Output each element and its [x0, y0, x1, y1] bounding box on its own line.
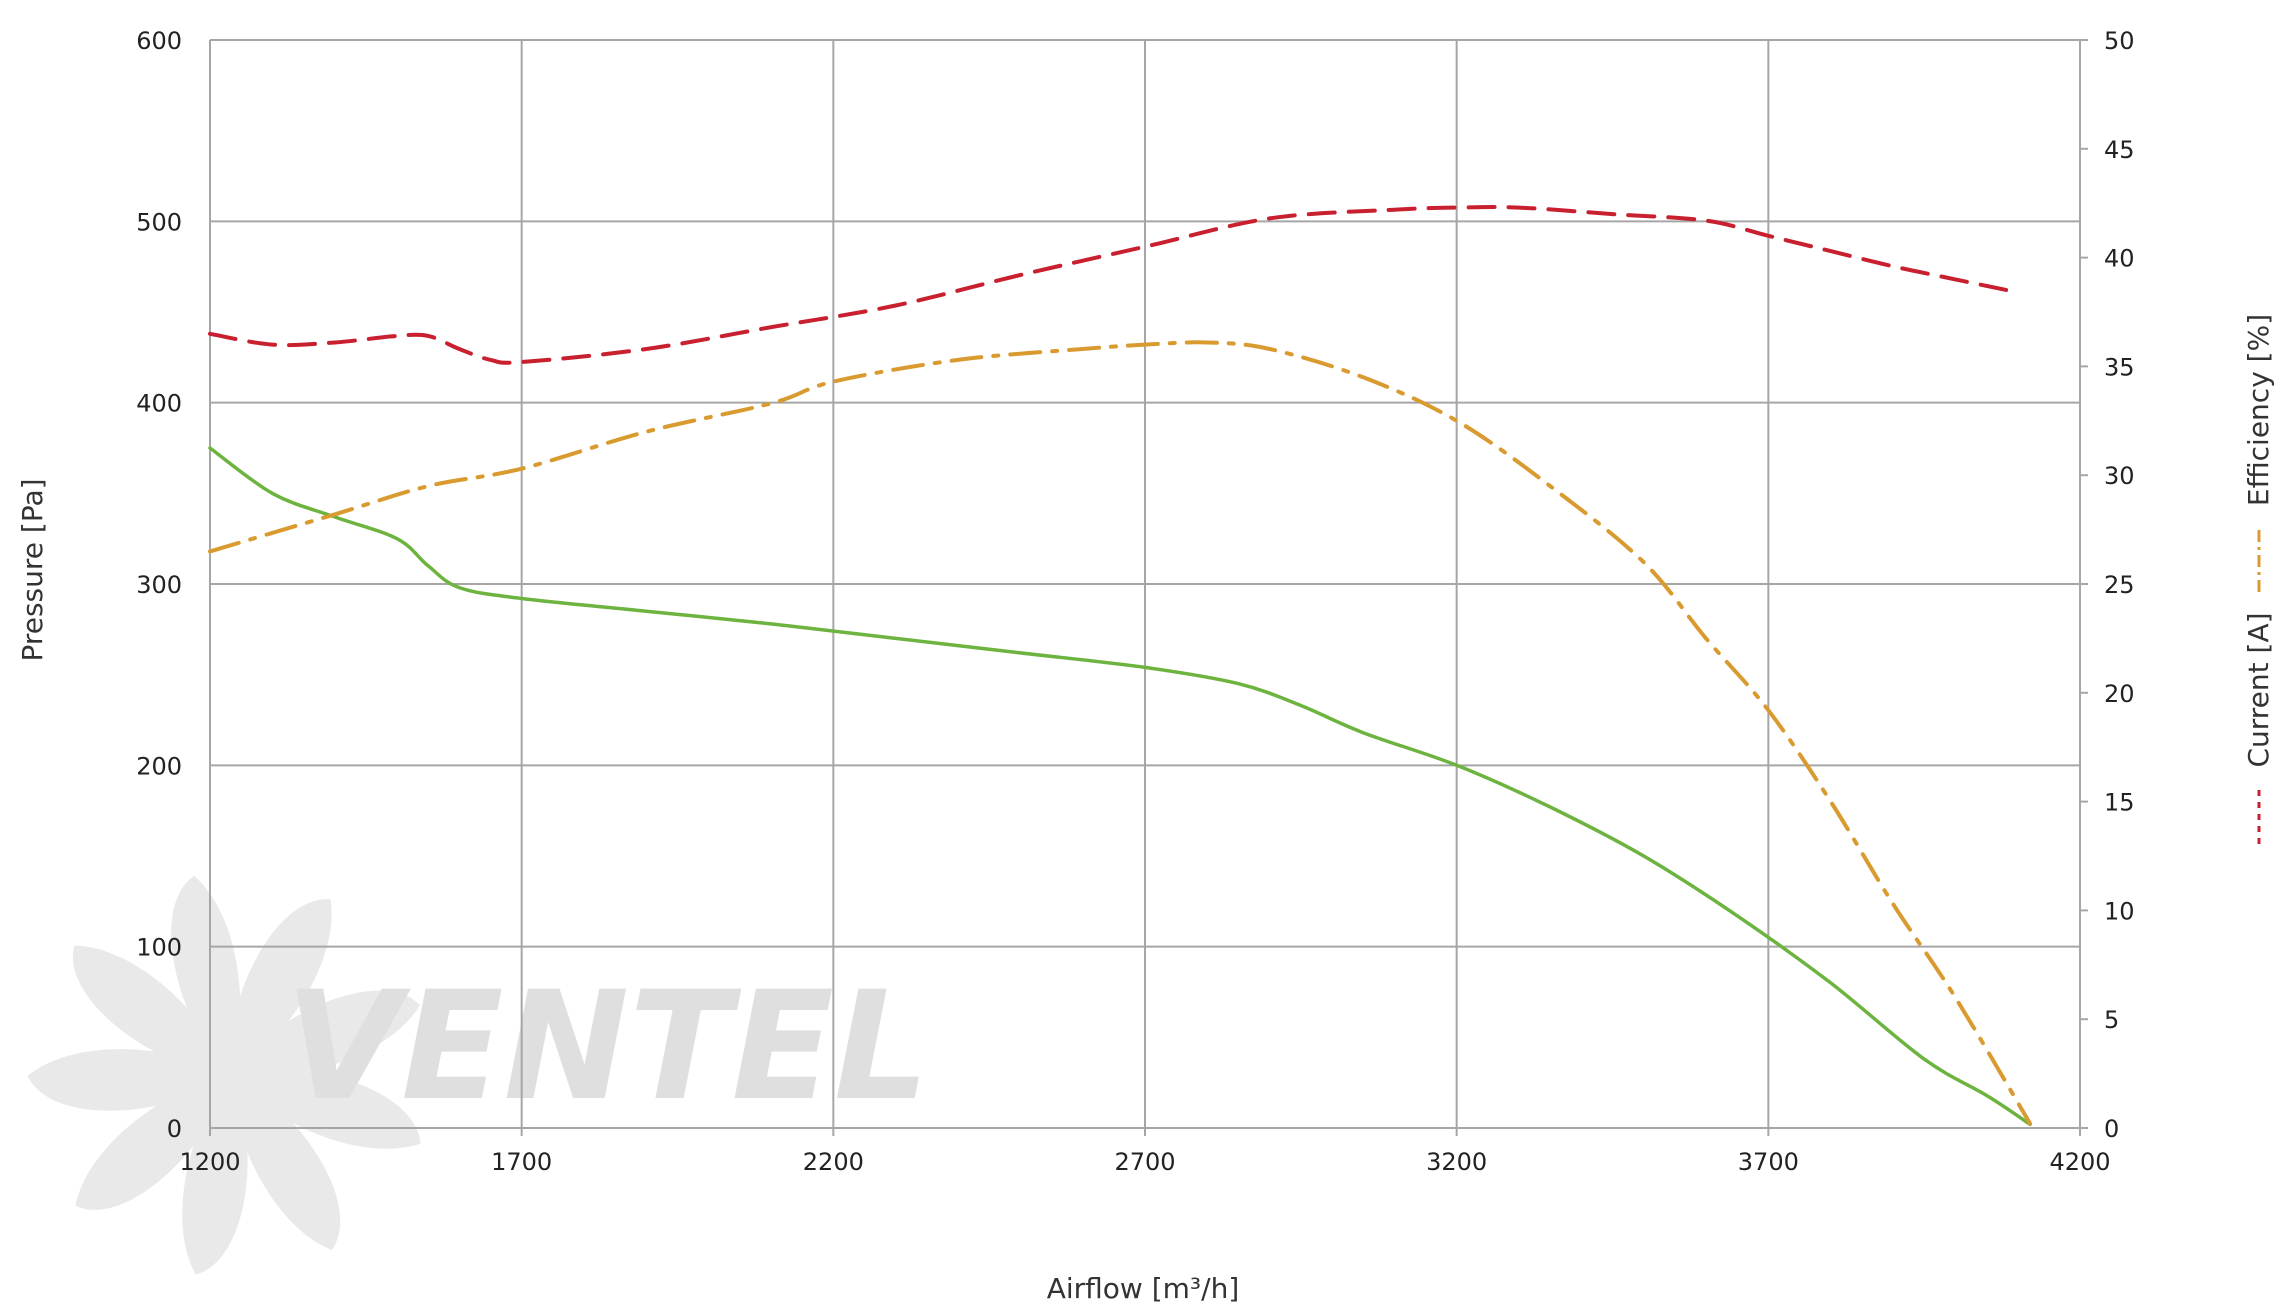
fan-blade: [171, 875, 241, 1075]
series-pressure-line: [208, 446, 2032, 1127]
watermark-text: VENTEL: [285, 960, 929, 1134]
left-tick-label: 500: [136, 208, 182, 236]
watermark: VENTEL: [27, 875, 929, 1275]
right-axis-ticks: 0 5 10 15 20 25 30 35 40 45 50: [2080, 27, 2135, 1143]
right-tick-label: 45: [2104, 136, 2135, 164]
fan-blade: [27, 1049, 230, 1111]
left-tick-label: 400: [136, 390, 182, 418]
left-tick-label: 300: [136, 571, 182, 599]
x-tick-label: 2700: [1114, 1148, 1175, 1176]
x-axis-title: Airflow [m³/h]: [1047, 1272, 1240, 1305]
chart-grid: [209, 39, 2081, 1129]
x-tick-label: 3700: [1738, 1148, 1799, 1176]
right-tick-label: 10: [2104, 897, 2135, 925]
right-tick-label: 0: [2104, 1115, 2119, 1143]
left-tick-label: 200: [136, 752, 182, 780]
fan-blade: [75, 1075, 230, 1210]
fan-blade: [229, 899, 332, 1075]
fan-blade: [229, 1075, 341, 1250]
fan-blade: [182, 1075, 248, 1275]
x-tick-label: 3200: [1426, 1148, 1487, 1176]
right-tick-label: 50: [2104, 27, 2135, 55]
right-tick-label: 20: [2104, 680, 2135, 708]
left-tick-label: 600: [136, 27, 182, 55]
x-tick-label: 4200: [2049, 1148, 2110, 1176]
x-tick-label: 1700: [491, 1148, 552, 1176]
left-axis-ticks: 0 100 200 300 400 500 600: [136, 27, 182, 1143]
left-axis-title: Pressure [Pa]: [16, 478, 49, 661]
x-tick-label: 2200: [803, 1148, 864, 1176]
left-tick-label: 0: [167, 1115, 182, 1143]
right-tick-label: 15: [2104, 789, 2135, 817]
series-current-line: [208, 205, 2020, 365]
series-efficiency-line: [208, 340, 2033, 1126]
right-tick-label: 25: [2104, 571, 2135, 599]
series-layer: [208, 205, 2033, 1127]
left-tick-label: 100: [136, 934, 182, 962]
right-tick-label: 30: [2104, 462, 2135, 490]
x-tick-label: 1200: [179, 1148, 240, 1176]
fan-logo-icon: [27, 875, 421, 1275]
right-tick-label: 5: [2104, 1006, 2119, 1034]
right-axis-title-efficiency: Efficiency [%]: [2242, 314, 2275, 506]
fan-blade: [230, 990, 420, 1077]
right-tick-label: 40: [2104, 245, 2135, 273]
x-axis-ticks: 1200 1700 2200 2700 3200 3700 4200: [179, 1128, 2111, 1176]
right-axis-title-current: Current [A]: [2242, 612, 2275, 767]
fan-blade: [72, 945, 230, 1075]
right-tick-label: 35: [2104, 353, 2135, 381]
